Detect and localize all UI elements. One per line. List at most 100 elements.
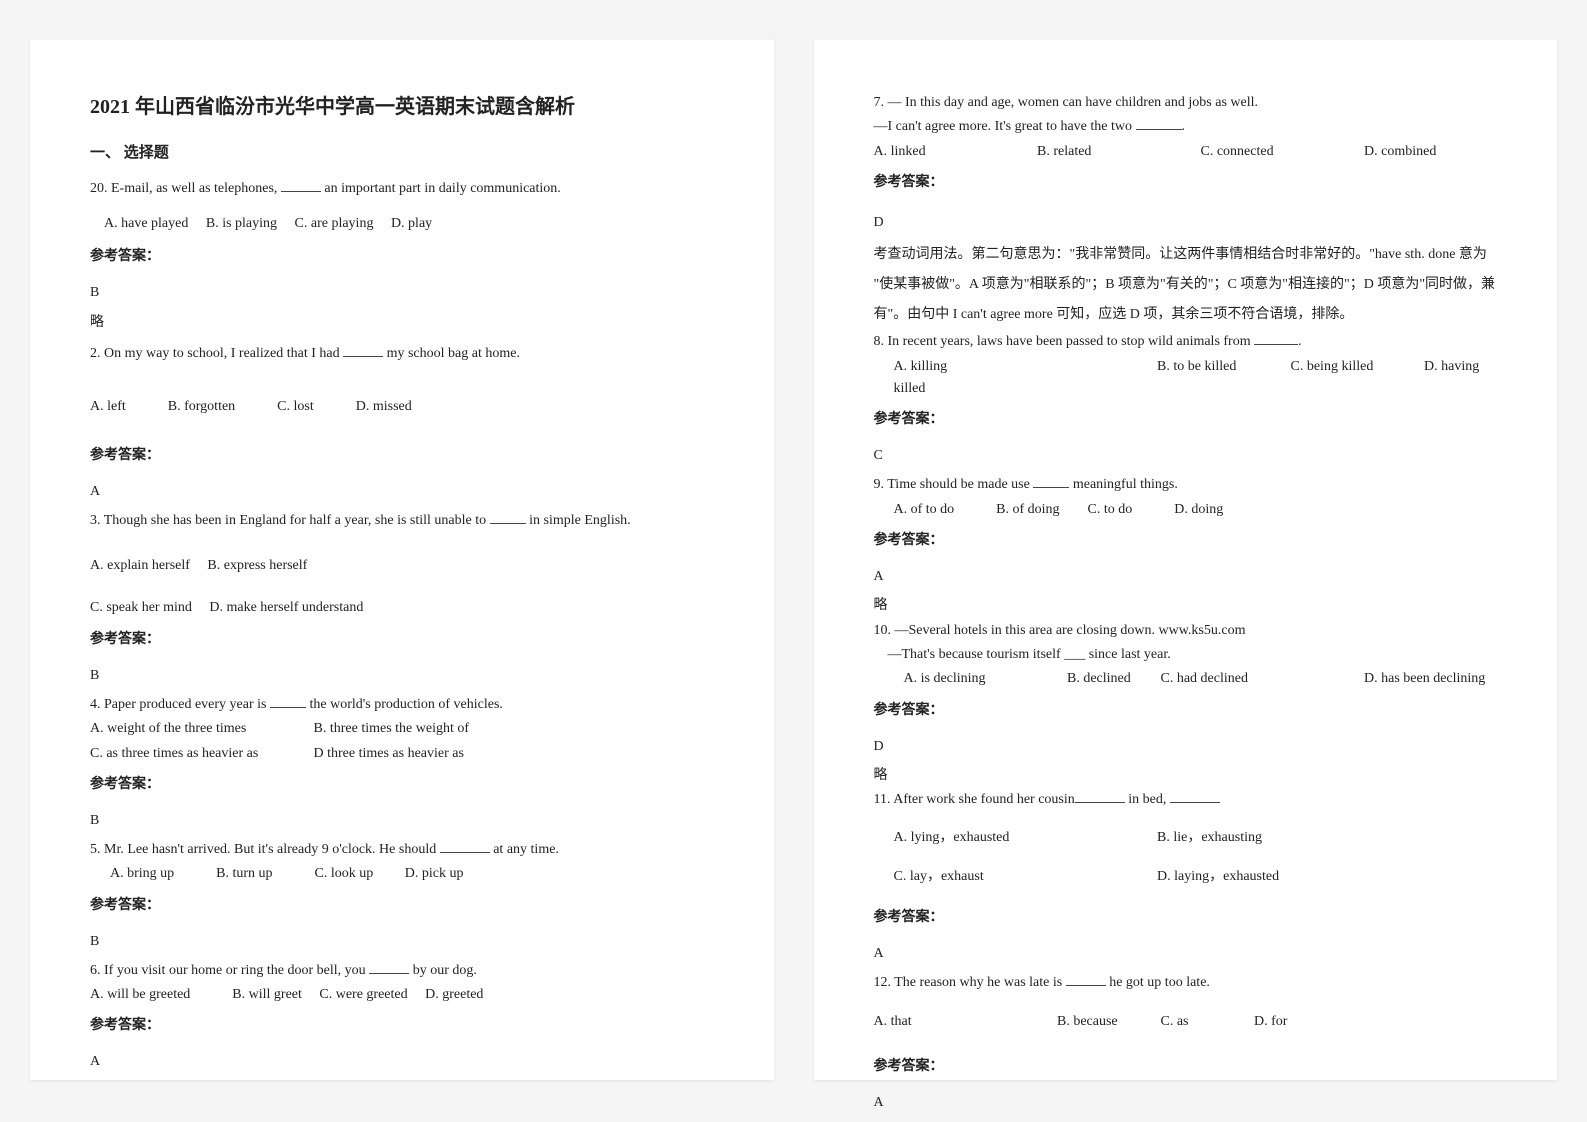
- q11-opt-b: B. lie，exhausting: [1157, 830, 1262, 845]
- omit-note: 略: [874, 595, 1508, 617]
- answer-label: 参考答案：: [874, 171, 1508, 191]
- q7-answer: D: [874, 215, 1508, 231]
- page-right: 7. — In this day and age, women can have…: [814, 40, 1558, 1080]
- q4-text-b: the world's production of vehicles.: [306, 697, 503, 712]
- q9-text: 9. Time should be made use meaningful th…: [874, 474, 1508, 496]
- q20-text-b: an important part in daily communication…: [321, 181, 561, 196]
- q7-options: A. linked B. related C. connected D. com…: [874, 141, 1508, 163]
- q10-opt-a: A. is declining: [904, 668, 1064, 690]
- q4-opt-c: C. as three times as heavier as: [90, 743, 310, 765]
- q10-answer: D: [874, 739, 1508, 755]
- q12-opt-b: B. because: [1057, 1011, 1157, 1033]
- q8-text-a: 8. In recent years, laws have been passe…: [874, 334, 1255, 349]
- q8-opt-c: C. being killed: [1291, 356, 1421, 378]
- q8-answer: C: [874, 448, 1508, 464]
- q11-options-2: C. lay，exhaust D. laying，exhausted: [874, 866, 1508, 888]
- q4-text-a: 4. Paper produced every year is: [90, 697, 270, 712]
- q11-opt-a: A. lying，exhausted: [894, 827, 1154, 849]
- q7-line2-a: —I can't agree more. It's great to have …: [874, 119, 1136, 134]
- answer-label: 参考答案：: [874, 906, 1508, 926]
- answer-label: 参考答案：: [874, 408, 1508, 428]
- q8-text: 8. In recent years, laws have been passe…: [874, 331, 1508, 353]
- q4-answer: B: [90, 813, 724, 829]
- q8-opt-b: B. to be killed: [1157, 356, 1287, 378]
- q4-options-1: A. weight of the three times B. three ti…: [90, 718, 724, 740]
- answer-label: 参考答案：: [90, 245, 724, 265]
- q11-answer: A: [874, 946, 1508, 962]
- q7-opt-b: B. related: [1037, 141, 1197, 163]
- section-heading: 一、 选择题: [90, 141, 724, 162]
- q6-options: A. will be greeted B. will greet C. were…: [90, 984, 724, 1006]
- omit-note: 略: [90, 311, 724, 331]
- q2-text: 2. On my way to school, I realized that …: [90, 341, 724, 368]
- q20-text: 20. E-mail, as well as telephones, an im…: [90, 176, 724, 203]
- q3-text: 3. Though she has been in England for ha…: [90, 510, 724, 532]
- q10-line1: 10. —Several hotels in this area are clo…: [874, 620, 1508, 642]
- q7-opt-d: D. combined: [1364, 144, 1436, 159]
- blank: [440, 852, 490, 853]
- q4-opt-a: A. weight of the three times: [90, 718, 310, 740]
- q3-options-1: A. explain herself B. express herself: [90, 553, 724, 580]
- blank: [1254, 344, 1298, 345]
- q7-explain-2: "使某事被做"。A 项意为"相联系的"；B 项意为"有关的"；C 项意为"相连接…: [874, 271, 1508, 299]
- q9-text-a: 9. Time should be made use: [874, 477, 1034, 492]
- blank: [281, 191, 321, 192]
- q8-opt-a: A. killing: [894, 356, 1154, 378]
- q12-text-a: 12. The reason why he was late is: [874, 975, 1066, 990]
- q6-text: 6. If you visit our home or ring the doo…: [90, 960, 724, 982]
- q2-text-a: 2. On my way to school, I realized that …: [90, 346, 343, 361]
- q5-text-b: at any time.: [490, 842, 559, 857]
- blank: [490, 523, 526, 524]
- q10-opt-c: C. had declined: [1161, 668, 1361, 690]
- q6-text-b: by our dog.: [409, 963, 477, 978]
- q2-text-b: my school bag at home.: [383, 346, 520, 361]
- q3-options-2: C. speak her mind D. make herself unders…: [90, 597, 724, 619]
- omit-note: 略: [874, 765, 1508, 787]
- answer-label: 参考答案：: [90, 773, 724, 793]
- q10-options: A. is declining B. declined C. had decli…: [874, 668, 1508, 690]
- q10-opt-b: B. declined: [1067, 668, 1157, 690]
- q12-options: A. that B. because C. as D. for: [874, 1011, 1508, 1033]
- answer-label: 参考答案：: [90, 628, 724, 648]
- q8-options: A. killing B. to be killed C. being kill…: [874, 356, 1508, 401]
- q11-text-b: in bed,: [1125, 792, 1170, 807]
- q4-opt-d: D three times as heavier as: [314, 746, 464, 761]
- q6-answer: A: [90, 1054, 724, 1070]
- q8-text-b: .: [1298, 334, 1302, 349]
- q5-text-a: 5. Mr. Lee hasn't arrived. But it's alre…: [90, 842, 440, 857]
- q7-line2-b: .: [1182, 119, 1186, 134]
- answer-label: 参考答案：: [90, 1014, 724, 1034]
- q7-explain-1: 考查动词用法。第二句意思为："我非常赞同。让这两件事情相结合时非常好的。"hav…: [874, 241, 1508, 269]
- q6-text-a: 6. If you visit our home or ring the doo…: [90, 963, 369, 978]
- q9-options: A. of to do B. of doing C. to do D. doin…: [874, 499, 1508, 521]
- q12-opt-a: A. that: [874, 1011, 1054, 1033]
- q3-text-b: in simple English.: [526, 513, 631, 528]
- blank: [1075, 802, 1125, 803]
- q7-line2: —I can't agree more. It's great to have …: [874, 116, 1508, 138]
- q11-opt-c: C. lay，exhaust: [894, 866, 1154, 888]
- q7-line1: 7. — In this day and age, women can have…: [874, 92, 1508, 114]
- q4-text: 4. Paper produced every year is the worl…: [90, 694, 724, 716]
- q20-options: A. have played B. is playing C. are play…: [90, 211, 724, 238]
- q9-answer: A: [874, 569, 1508, 585]
- blank: [1033, 487, 1069, 488]
- q11-text: 11. After work she found her cousin in b…: [874, 789, 1508, 811]
- q12-opt-c: C. as: [1161, 1011, 1251, 1033]
- q10-opt-d: D. has been declining: [1364, 671, 1485, 686]
- q5-options: A. bring up B. turn up C. look up D. pic…: [110, 863, 724, 885]
- page-left: 2021 年山西省临汾市光华中学高一英语期末试题含解析 一、 选择题 20. E…: [30, 40, 774, 1080]
- q5-text: 5. Mr. Lee hasn't arrived. But it's alre…: [90, 839, 724, 861]
- blank: [270, 707, 306, 708]
- answer-label: 参考答案：: [90, 444, 724, 464]
- q12-text-b: he got up too late.: [1106, 975, 1210, 990]
- q2-answer: A: [90, 484, 724, 500]
- q11-opt-d: D. laying，exhausted: [1157, 869, 1279, 884]
- q4-opt-b: B. three times the weight of: [314, 721, 470, 736]
- q7-opt-c: C. connected: [1201, 141, 1361, 163]
- q20-text-a: 20. E-mail, as well as telephones,: [90, 181, 281, 196]
- q12-text: 12. The reason why he was late is he got…: [874, 972, 1508, 994]
- q10-line2: —That's because tourism itself ___ since…: [874, 644, 1508, 666]
- blank: [1170, 802, 1220, 803]
- q5-answer: B: [90, 934, 724, 950]
- answer-label: 参考答案：: [874, 699, 1508, 719]
